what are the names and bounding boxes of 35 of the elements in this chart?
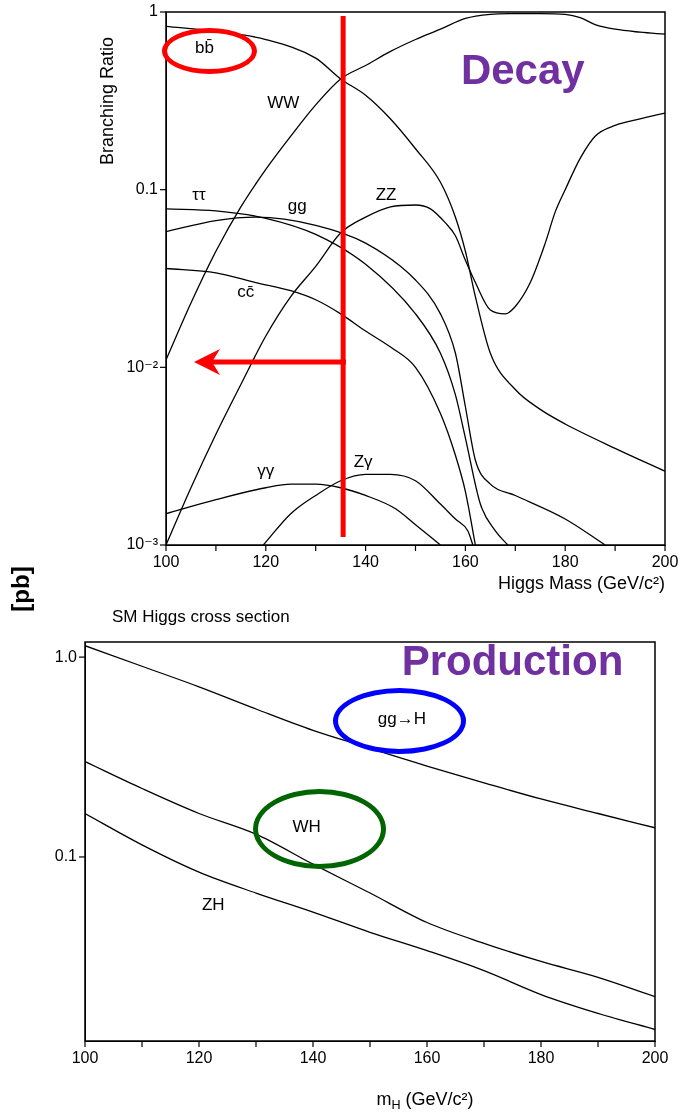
series-label: cc̄ (237, 281, 255, 301)
y-tick-label: 0.1 (54, 847, 78, 865)
y-tick-label: 0.1 (135, 180, 159, 198)
x-tick-label: 180 (551, 553, 579, 571)
series-label: ZH (201, 895, 225, 915)
x-tick-label: 120 (252, 553, 280, 571)
y-tick-label: 1.0 (54, 647, 78, 665)
y-tick-label: 10⁻³ (126, 535, 159, 553)
y-tick-label: 1 (149, 2, 159, 20)
x-tick-label: 100 (71, 1049, 99, 1067)
x-tick-label: 200 (641, 1049, 669, 1067)
series-label: ZZ (375, 184, 397, 204)
series-label: gg→H (377, 709, 427, 729)
series-label: Zγ (353, 451, 374, 471)
x-tick-label: 100 (152, 553, 180, 571)
annotation: Decay (460, 46, 586, 94)
x-tick-label: 120 (185, 1049, 213, 1067)
series-label: bb̄ (194, 37, 214, 57)
x-tick-label: 160 (413, 1049, 441, 1067)
x-axis-title: Higgs Mass (GeV/c²) (497, 572, 665, 593)
x-tick-label: 180 (527, 1049, 555, 1067)
x-tick-label: 140 (352, 553, 380, 571)
y-tick-label: 10⁻² (126, 357, 159, 375)
x-tick-label: 160 (452, 553, 479, 571)
x-tick-label: 200 (651, 553, 679, 571)
series-label: ττ (192, 184, 206, 204)
y-axis-title: Branching Ratio (96, 36, 117, 166)
series-label: γγ (257, 460, 275, 480)
series-label: WH (292, 816, 321, 836)
series-label: gg (287, 195, 307, 215)
x-tick-label: 140 (299, 1049, 327, 1067)
series-label: WW (267, 92, 300, 112)
y-axis-title: [pb] (6, 566, 34, 612)
annotation: Production (401, 636, 624, 684)
chart-title: SM Higgs cross section (112, 606, 290, 626)
